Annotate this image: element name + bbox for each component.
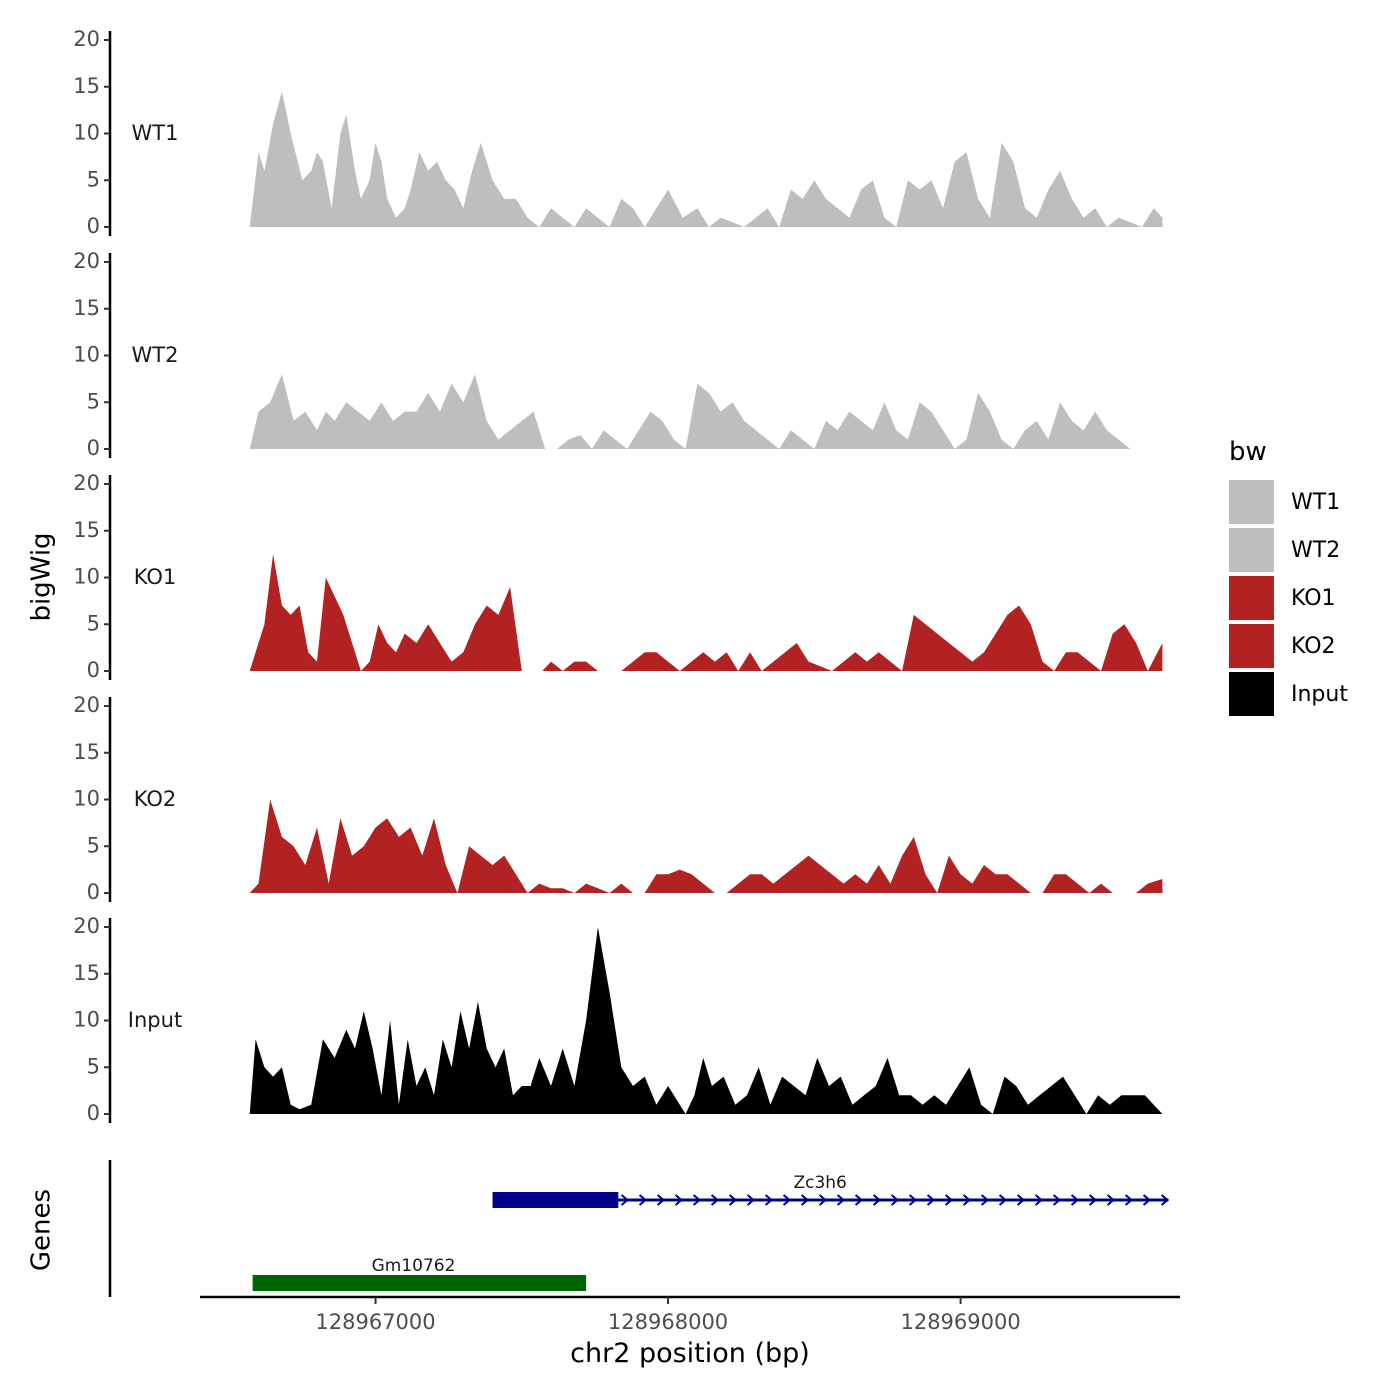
y-tick-label: 0 (87, 880, 100, 904)
legend-label-ko1: KO1 (1291, 586, 1336, 611)
series-area-ko2 (250, 800, 1163, 894)
track-label: WT1 (132, 121, 179, 145)
legend-swatch-wt2 (1229, 528, 1274, 572)
series-area-ko1 (250, 554, 1163, 671)
gene-gm10762: Gm10762 (253, 1256, 586, 1291)
legend-label-ko2: KO2 (1291, 634, 1336, 659)
track-wt1: 0 5 10 15 20 WT1 (73, 27, 1162, 238)
y-tick-label: 5 (87, 389, 100, 413)
y-tick-label: 20 (73, 914, 100, 938)
track-input: 0 5 10 15 20 Input (73, 914, 1162, 1125)
y-tick-label: 5 (87, 833, 100, 857)
y-tick-label: 20 (73, 249, 100, 273)
y-tick-label: 10 (73, 121, 100, 145)
legend-swatch-wt1 (1229, 480, 1274, 524)
y-tick-label: 15 (73, 740, 100, 764)
y-tick-label: 10 (73, 565, 100, 589)
track-label: KO2 (134, 787, 177, 811)
y-tick-label: 20 (73, 471, 100, 495)
y-tick-label: 10 (73, 787, 100, 811)
x-tick-label: 128968000 (608, 1310, 728, 1334)
gene-cds-block (493, 1192, 619, 1208)
legend-label-wt2: WT2 (1291, 538, 1340, 563)
y-axis-title: bigWig (27, 532, 57, 621)
series-area-wt1 (250, 91, 1163, 227)
x-tick-label: 128967000 (315, 1310, 435, 1334)
track-label: WT2 (132, 343, 179, 367)
y-tick-label: 5 (87, 1054, 100, 1078)
y-tick-label: 10 (73, 343, 100, 367)
y-tick-label: 0 (87, 214, 100, 238)
track-ko2: 0 5 10 15 20 KO2 (73, 693, 1162, 904)
y-tick-label: 0 (87, 436, 100, 460)
x-axis: 128967000 128968000 128969000 (200, 1297, 1180, 1334)
series-area-wt2 (250, 374, 1163, 449)
y-tick-label: 0 (87, 1101, 100, 1125)
legend-swatch-ko2 (1229, 624, 1274, 668)
track-label: Input (128, 1008, 182, 1032)
gene-label: Zc3h6 (793, 1173, 846, 1193)
y-tick-label: 10 (73, 1008, 100, 1032)
y-tick-label: 5 (87, 611, 100, 635)
track-label: KO1 (134, 565, 177, 589)
legend-label-input: Input (1291, 682, 1348, 707)
track-ko1: 0 5 10 15 20 KO1 (73, 471, 1162, 682)
series-area-input (250, 927, 1163, 1114)
y-tick-label: 20 (73, 27, 100, 51)
x-axis-title: chr2 position (bp) (570, 1338, 810, 1369)
genes-axis-title: Genes (27, 1189, 57, 1271)
y-tick-label: 20 (73, 693, 100, 717)
y-tick-label: 0 (87, 658, 100, 682)
legend-swatch-ko1 (1229, 576, 1274, 620)
legend-swatch-input (1229, 672, 1274, 716)
genes-panel: Zc3h6 Gm10762 (110, 1160, 1168, 1297)
gene-label: Gm10762 (372, 1256, 456, 1276)
y-tick-label: 15 (73, 961, 100, 985)
track-panels: 0 5 10 15 20 WT1 0 5 10 15 20 WT2 0 5 10 15 20 KO1 0 5 10 15 2… (73, 27, 1162, 1125)
x-tick-label: 128969000 (900, 1310, 1020, 1334)
chart-figure: 0 5 10 15 20 WT1 0 5 10 15 20 WT2 0 5 10 15 20 KO1 0 5 10 15 2… (0, 0, 1400, 1400)
y-tick-label: 5 (87, 167, 100, 191)
gene-cds-block (253, 1275, 586, 1291)
track-wt2: 0 5 10 15 20 WT2 (73, 249, 1162, 460)
y-tick-label: 15 (73, 296, 100, 320)
y-tick-label: 15 (73, 74, 100, 98)
y-tick-label: 15 (73, 518, 100, 542)
legend-label-wt1: WT1 (1291, 490, 1340, 515)
legend-title: bw (1229, 437, 1267, 467)
legend: bw WT1 WT2 KO1 KO2 Input (1229, 437, 1348, 716)
gene-zc3h6: Zc3h6 (493, 1173, 1169, 1208)
